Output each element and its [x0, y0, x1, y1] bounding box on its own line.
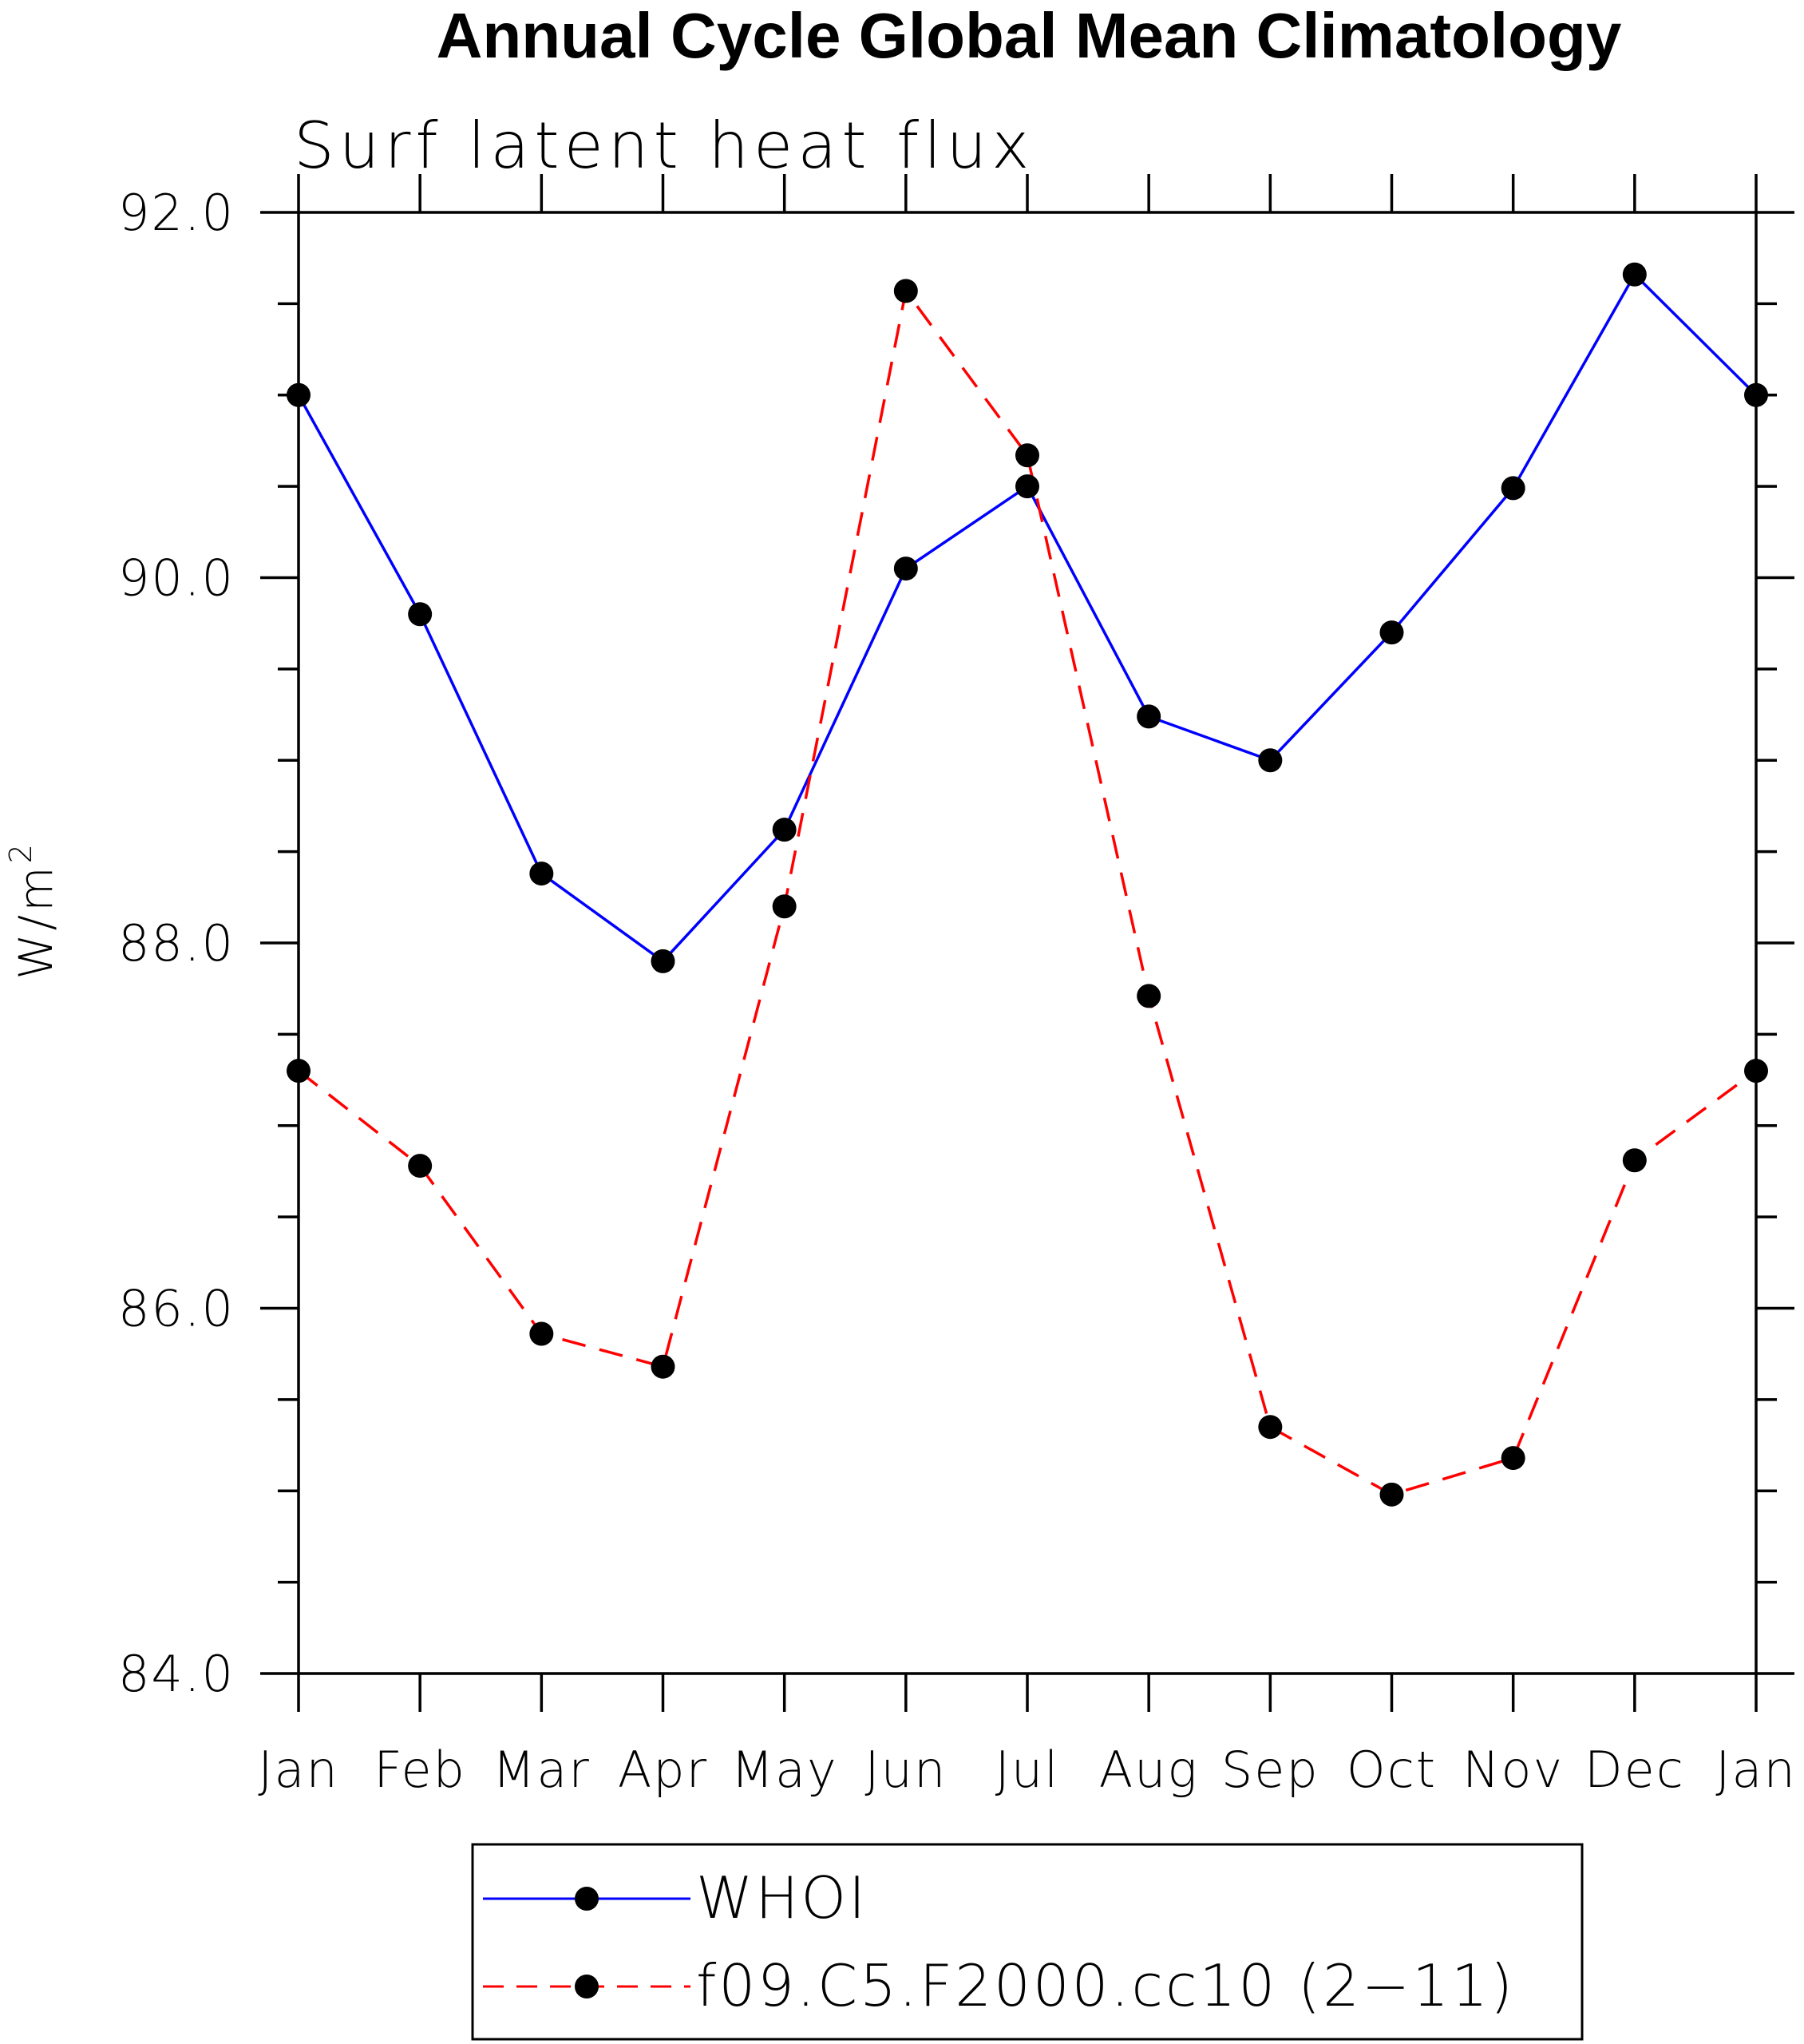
series-point-whoi [408, 602, 433, 627]
x-tick-label: Jan [1715, 1741, 1797, 1799]
series-point-model [1622, 1148, 1647, 1173]
series-point-whoi [529, 862, 554, 886]
series-point-model [651, 1354, 675, 1379]
y-tick-label: 84.0 [118, 1645, 235, 1703]
y-tick-label: 86.0 [118, 1280, 235, 1338]
series-point-whoi [1137, 704, 1161, 729]
series-line-model [297, 287, 1758, 1496]
series-point-whoi [1744, 382, 1768, 407]
series-point-whoi [1258, 748, 1283, 773]
legend: WHOI f09.C5.F2000.cc10 (2−11) [471, 1843, 1584, 2041]
x-tick-label: Sep [1221, 1741, 1319, 1799]
legend-label-model: f09.C5.F2000.cc10 (2−11) [696, 1952, 1515, 2019]
y-axis-label-text: W/m [9, 863, 63, 979]
x-tick-label: Oct [1347, 1741, 1437, 1799]
y-tick-labels: 84.0 86.0 88.0 90.0 92.0 [118, 184, 235, 1703]
y-axis-label: W/m2 [3, 841, 63, 980]
x-tick-label: Jun [864, 1741, 947, 1799]
x-tick-label: Aug [1099, 1741, 1199, 1799]
series-point-whoi [1015, 474, 1039, 499]
series-point-model [1137, 984, 1161, 1008]
legend-box [471, 1843, 1584, 2041]
series-point-model [893, 279, 918, 303]
series-point-whoi [287, 382, 311, 407]
series-point-model [1501, 1446, 1525, 1471]
x-tick-label: Dec [1584, 1741, 1685, 1799]
y-tick-label: 90.0 [118, 549, 235, 608]
legend-marker-model [575, 1975, 599, 1998]
svg-text:W/m2: W/m2 [3, 841, 63, 980]
x-tick-label: Feb [374, 1741, 466, 1799]
x-tick-label: Nov [1462, 1741, 1564, 1799]
series-point-whoi [651, 949, 675, 973]
x-tick-label: Jan [258, 1741, 339, 1799]
series-point-whoi [1622, 262, 1647, 287]
series-point-whoi [1501, 476, 1525, 501]
series-point-model [772, 894, 797, 919]
x-tick-labels: Jan Feb Mar Apr May Jun Jul Aug Sep Oct Nov Dec Jan [258, 1741, 1797, 1799]
plot-frame [297, 211, 1758, 1675]
y-axis-label-superscript: 2 [3, 841, 38, 863]
series-point-model [1744, 1059, 1768, 1083]
legend-label-whoi: WHOI [696, 1864, 868, 1931]
x-tick-label: Jul [995, 1741, 1060, 1799]
series-point-model [1379, 1482, 1404, 1507]
y-tick-label: 92.0 [118, 184, 235, 242]
series-point-whoi [893, 557, 918, 581]
chart-subtitle: Surf latent heat flux [294, 109, 1034, 183]
legend-marker-whoi [575, 1887, 599, 1911]
series-point-whoi [772, 818, 797, 842]
x-tick-label: May [731, 1741, 838, 1799]
x-tick-label: Apr [618, 1741, 708, 1799]
y-tick-label: 88.0 [118, 914, 235, 972]
chart-title: Annual Cycle Global Mean Climatology [437, 0, 1622, 71]
series-point-model [408, 1154, 433, 1178]
series-line-whoi [297, 271, 1758, 964]
series-point-model [529, 1321, 554, 1346]
series-point-model [287, 1059, 311, 1083]
series-point-model [1258, 1415, 1283, 1440]
series-layer [287, 262, 1768, 1507]
plot-border [297, 211, 1758, 1675]
series-point-whoi [1379, 620, 1404, 645]
series-point-model [1015, 443, 1039, 468]
x-tick-label: Mar [493, 1741, 591, 1799]
axis-ticks [260, 174, 1794, 1712]
